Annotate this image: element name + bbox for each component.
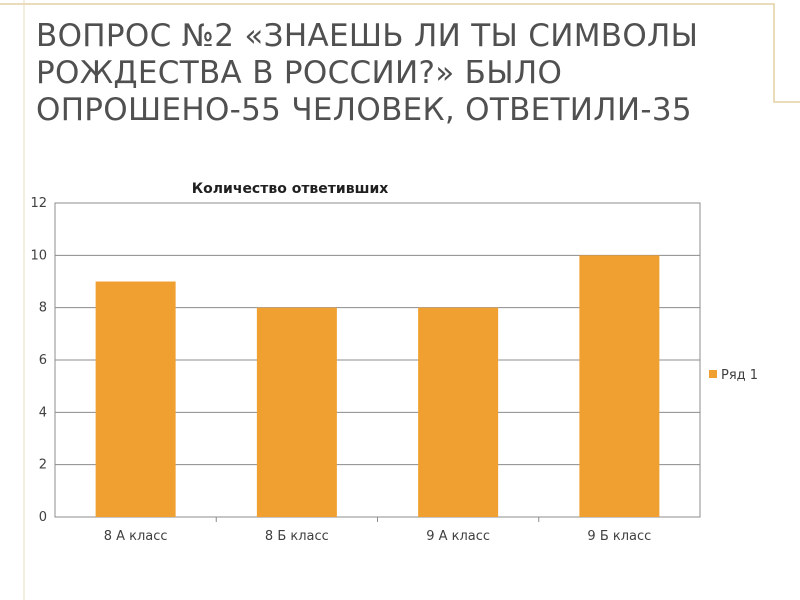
chart-title: Количество ответивших — [192, 181, 389, 197]
slide-title: ВОПРОС №2 «ЗНАЕШЬ ЛИ ТЫ СИМВОЛЫ РОЖДЕСТВ… — [36, 18, 699, 128]
legend-label: Ряд 1 — [721, 368, 758, 383]
x-tick-label: 8 А класс — [104, 529, 168, 544]
y-tick-label: 2 — [39, 458, 47, 473]
bar — [256, 307, 337, 517]
bar — [579, 255, 660, 518]
y-tick-label: 0 — [39, 510, 47, 525]
chart-bars — [95, 255, 660, 518]
y-tick-label: 6 — [39, 353, 47, 368]
y-tick-label: 8 — [39, 301, 47, 316]
legend-swatch — [709, 370, 717, 378]
bar — [95, 281, 176, 517]
x-axis-labels: 8 А класс 8 Б класс 9 А класс 9 Б класс — [104, 517, 651, 544]
y-tick-label: 10 — [30, 248, 47, 263]
x-tick-label: 8 Б класс — [265, 529, 329, 544]
y-tick-label: 12 — [30, 196, 47, 211]
chart-legend: Ряд 1 — [709, 368, 758, 383]
bar — [418, 307, 499, 517]
y-tick-label: 4 — [39, 405, 47, 420]
y-axis-ticks: 0 2 4 6 8 10 12 — [30, 196, 47, 525]
x-tick-label: 9 А класс — [426, 529, 490, 544]
x-tick-label: 9 Б класс — [587, 529, 651, 544]
